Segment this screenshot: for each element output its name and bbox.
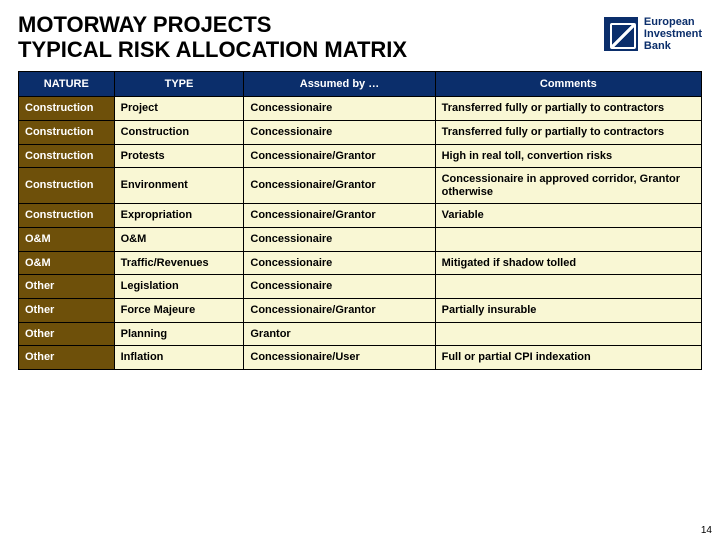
cell-comments: Concessionaire in approved corridor, Gra… — [435, 168, 701, 204]
eib-logo-icon — [604, 17, 638, 51]
table-row: O&MTraffic/RevenuesConcessionaireMitigat… — [19, 251, 702, 275]
page-number: 14 — [701, 525, 712, 536]
header-assumed: Assumed by … — [244, 71, 435, 97]
table-body: ConstructionProjectConcessionaireTransfe… — [19, 97, 702, 370]
cell-assumed: Grantor — [244, 322, 435, 346]
cell-assumed: Concessionaire/Grantor — [244, 299, 435, 323]
table-row: ConstructionProjectConcessionaireTransfe… — [19, 97, 702, 121]
cell-type: Expropriation — [114, 204, 244, 228]
table-row: ConstructionEnvironmentConcessionaire/Gr… — [19, 168, 702, 204]
cell-type: Environment — [114, 168, 244, 204]
cell-comments: Variable — [435, 204, 701, 228]
cell-nature: Other — [19, 299, 115, 323]
cell-type: Construction — [114, 120, 244, 144]
cell-type: Project — [114, 97, 244, 121]
cell-assumed: Concessionaire — [244, 228, 435, 252]
cell-nature: Construction — [19, 97, 115, 121]
cell-type: Legislation — [114, 275, 244, 299]
logo-line-2: Investment — [644, 28, 702, 40]
cell-type: Traffic/Revenues — [114, 251, 244, 275]
cell-type: Force Majeure — [114, 299, 244, 323]
cell-type: Planning — [114, 322, 244, 346]
cell-assumed: Concessionaire — [244, 251, 435, 275]
table-row: ConstructionExpropriationConcessionaire/… — [19, 204, 702, 228]
table-row: O&MO&MConcessionaire — [19, 228, 702, 252]
eib-logo-text: European Investment Bank — [644, 16, 702, 52]
table-row: OtherForce MajeureConcessionaire/Grantor… — [19, 299, 702, 323]
header-comments: Comments — [435, 71, 701, 97]
title-line-1: MOTORWAY PROJECTS — [18, 12, 271, 37]
table-row: ConstructionProtestsConcessionaire/Grant… — [19, 144, 702, 168]
title-line-2: TYPICAL RISK ALLOCATION MATRIX — [18, 37, 407, 62]
cell-assumed: Concessionaire — [244, 97, 435, 121]
cell-assumed: Concessionaire/Grantor — [244, 204, 435, 228]
cell-assumed: Concessionaire — [244, 120, 435, 144]
table-container: NATURE TYPE Assumed by … Comments Constr… — [0, 71, 720, 370]
cell-comments: Full or partial CPI indexation — [435, 346, 701, 370]
cell-comments: Mitigated if shadow tolled — [435, 251, 701, 275]
risk-matrix-table: NATURE TYPE Assumed by … Comments Constr… — [18, 71, 702, 370]
header-nature: NATURE — [19, 71, 115, 97]
cell-assumed: Concessionaire/Grantor — [244, 144, 435, 168]
header-row: NATURE TYPE Assumed by … Comments — [19, 71, 702, 97]
table-row: OtherPlanningGrantor — [19, 322, 702, 346]
table-head: NATURE TYPE Assumed by … Comments — [19, 71, 702, 97]
cell-nature: Construction — [19, 168, 115, 204]
cell-nature: Construction — [19, 204, 115, 228]
cell-comments — [435, 275, 701, 299]
cell-type: Inflation — [114, 346, 244, 370]
cell-nature: O&M — [19, 251, 115, 275]
cell-nature: Other — [19, 346, 115, 370]
table-row: ConstructionConstructionConcessionaireTr… — [19, 120, 702, 144]
cell-assumed: Concessionaire/User — [244, 346, 435, 370]
cell-nature: Construction — [19, 120, 115, 144]
cell-assumed: Concessionaire/Grantor — [244, 168, 435, 204]
logo-line-1: European — [644, 16, 695, 28]
cell-comments: High in real toll, convertion risks — [435, 144, 701, 168]
cell-nature: Construction — [19, 144, 115, 168]
cell-comments: Transferred fully or partially to contra… — [435, 97, 701, 121]
eib-logo: European Investment Bank — [604, 16, 702, 52]
cell-type: Protests — [114, 144, 244, 168]
cell-comments — [435, 228, 701, 252]
header: MOTORWAY PROJECTS TYPICAL RISK ALLOCATIO… — [0, 0, 720, 71]
cell-comments: Partially insurable — [435, 299, 701, 323]
cell-comments: Transferred fully or partially to contra… — [435, 120, 701, 144]
logo-line-3: Bank — [644, 40, 671, 52]
cell-type: O&M — [114, 228, 244, 252]
cell-nature: Other — [19, 322, 115, 346]
cell-nature: O&M — [19, 228, 115, 252]
page-title: MOTORWAY PROJECTS TYPICAL RISK ALLOCATIO… — [18, 12, 407, 63]
cell-comments — [435, 322, 701, 346]
table-row: OtherLegislationConcessionaire — [19, 275, 702, 299]
cell-nature: Other — [19, 275, 115, 299]
table-row: OtherInflationConcessionaire/UserFull or… — [19, 346, 702, 370]
header-type: TYPE — [114, 71, 244, 97]
cell-assumed: Concessionaire — [244, 275, 435, 299]
